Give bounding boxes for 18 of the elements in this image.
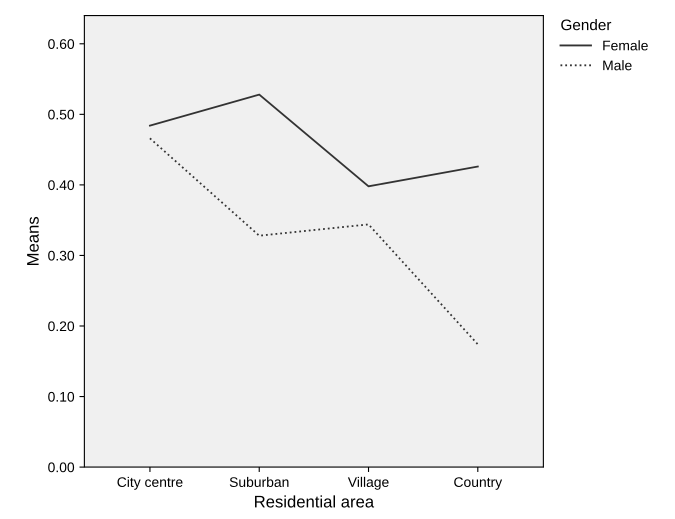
y-tick-label: 0.30 (48, 250, 74, 261)
line-series (149, 137, 479, 346)
legend-label: Male (603, 60, 632, 70)
x-axis-title: Residential area (255, 495, 374, 508)
y-tick-label: 0.00 (48, 462, 74, 472)
x-tick-label: Country (454, 477, 502, 490)
x-tick-label: Village (348, 476, 389, 490)
x-tick-label: Suburban (230, 476, 288, 488)
line-series (149, 94, 479, 188)
legend-label: Female (603, 40, 648, 50)
y-tick-label: 0.20 (48, 321, 74, 332)
x-tick-label: City centre (117, 476, 183, 490)
y-tick-label: 0.50 (48, 110, 74, 120)
y-tick-label: 0.10 (48, 392, 74, 402)
y-axis-title: Means (27, 216, 39, 265)
y-tick-label: 0.60 (48, 39, 74, 49)
y-tick-label: 0.40 (48, 180, 74, 190)
legend-title: Gender (561, 19, 612, 30)
